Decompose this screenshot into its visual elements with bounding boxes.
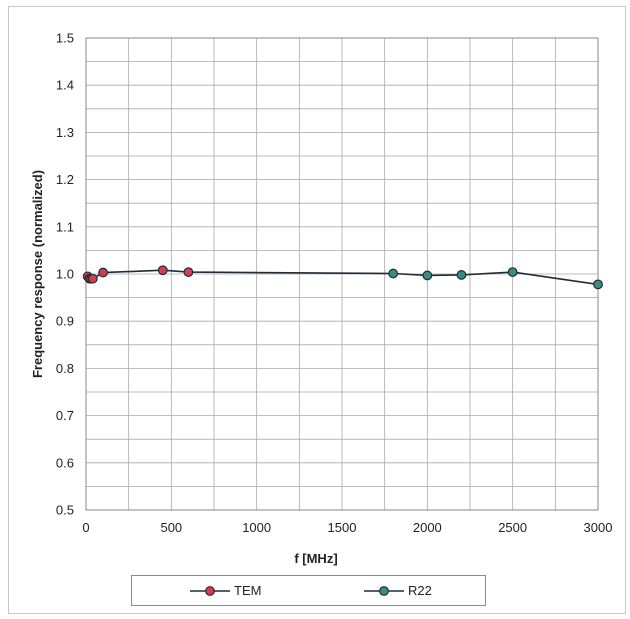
y-tick-label: 1.3 — [56, 125, 74, 140]
data-point-r22 — [422, 270, 433, 281]
y-axis-title: Frequency response (normalized) — [30, 170, 45, 378]
y-tick-label: 0.7 — [56, 408, 74, 423]
legend-label-r22: R22 — [408, 583, 432, 598]
legend-marker-r22 — [364, 585, 404, 596]
x-tick-label: 2000 — [413, 520, 442, 535]
data-point-r22 — [456, 270, 467, 280]
chart-frame — [8, 6, 626, 614]
x-tick-label: 1500 — [328, 520, 357, 535]
legend: TEM R22 — [131, 575, 486, 606]
x-tick-label: 1000 — [242, 520, 271, 535]
x-tick-labels: 0 500 1000 1500 2000 2500 3000 — [82, 520, 612, 535]
x-tick-label: 0 — [82, 520, 89, 535]
legend-label-tem: TEM — [234, 583, 262, 598]
y-tick-label: 1.0 — [56, 267, 74, 282]
legend-item-r22: R22 — [364, 576, 432, 605]
data-point-tem — [157, 265, 168, 276]
y-tick-label: 1.5 — [56, 31, 74, 46]
data-points — [82, 265, 603, 290]
y-tick-label: 1.4 — [56, 78, 74, 93]
data-point-r22 — [388, 268, 399, 279]
data-point-r22 — [507, 267, 518, 278]
y-tick-label: 0.8 — [56, 361, 74, 376]
data-point-r22 — [593, 279, 603, 290]
y-tick-label: 0.6 — [56, 455, 74, 470]
x-tick-label: 2500 — [498, 520, 527, 535]
y-tick-label: 1.2 — [56, 172, 74, 187]
x-tick-label: 3000 — [584, 520, 613, 535]
x-tick-label: 500 — [160, 520, 182, 535]
data-point-tem — [183, 267, 194, 278]
legend-marker-tem — [190, 585, 230, 596]
x-axis-title: f [MHz] — [294, 551, 337, 566]
y-tick-label: 0.9 — [56, 314, 74, 329]
y-tick-label: 0.5 — [56, 503, 74, 518]
y-tick-labels: 0.5 0.6 0.7 0.8 0.9 1.0 1.1 1.2 1.3 1.4 1.5 — [56, 31, 74, 518]
y-tick-label: 1.1 — [56, 219, 74, 234]
data-point-tem — [87, 273, 98, 284]
legend-item-tem: TEM — [190, 576, 261, 605]
grid — [85, 37, 599, 511]
data-point-tem — [98, 267, 108, 278]
